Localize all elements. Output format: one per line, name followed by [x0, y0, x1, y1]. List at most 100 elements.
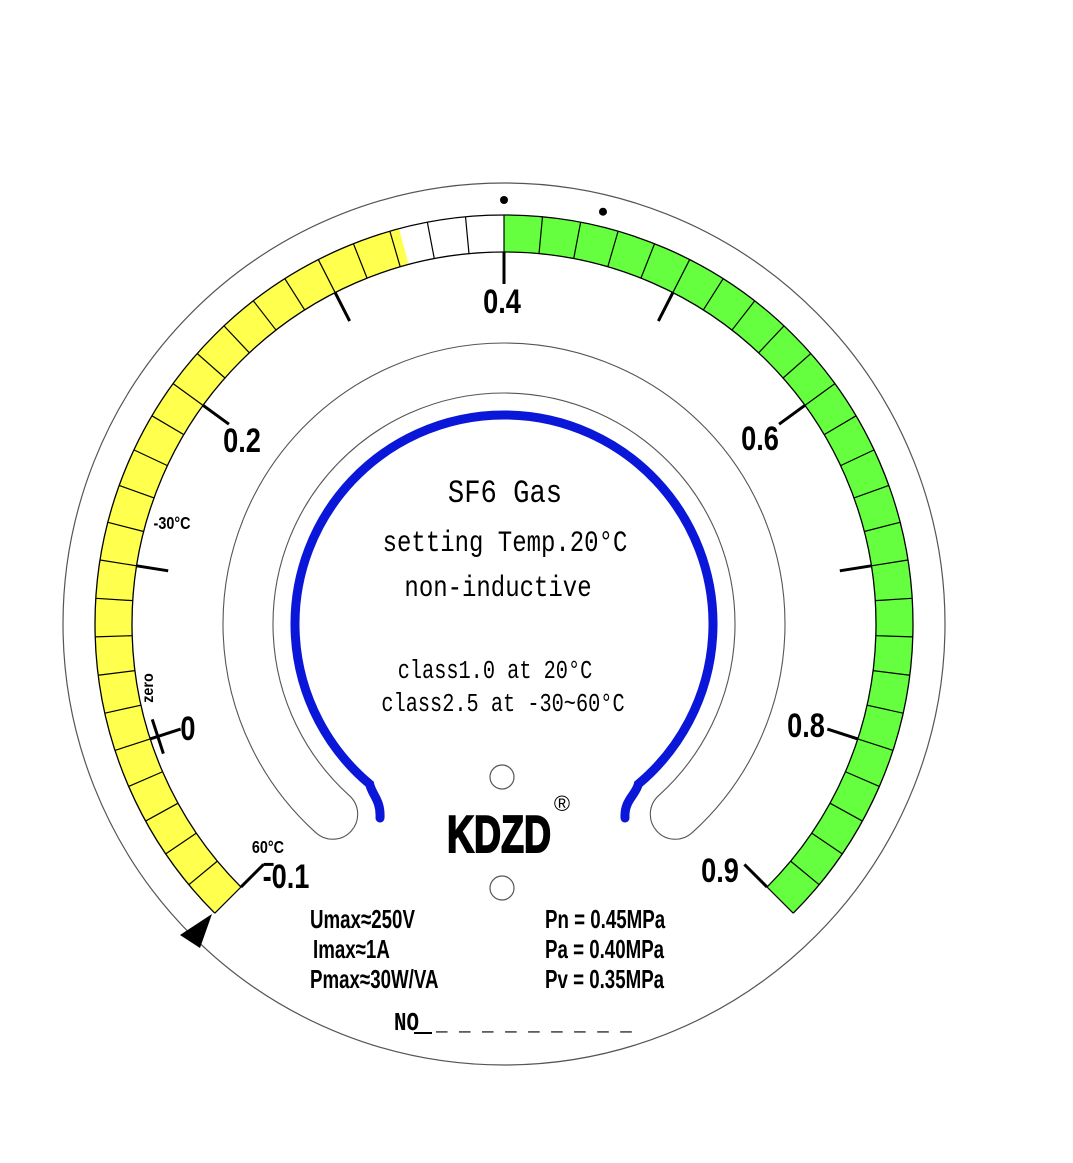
marker-dot	[598, 207, 607, 216]
major-tick	[333, 291, 351, 322]
rating-umax: Umax≈250V	[310, 904, 415, 934]
scale-cell-divider	[95, 635, 133, 638]
major-tick	[839, 564, 872, 573]
brand-logo: KDZD	[447, 805, 551, 864]
scale-cell-divider	[840, 449, 875, 467]
scale-ticks	[136, 252, 872, 889]
scale-cell-divider	[188, 860, 218, 886]
setting-temp: setting Temp.20°C	[383, 527, 628, 561]
scale-cell-divider	[464, 216, 470, 254]
scale-cell-divider	[223, 325, 250, 354]
scale-cell-divider	[284, 278, 306, 311]
horseshoe-slot-outline	[222, 342, 786, 840]
scale-band-1	[399, 215, 504, 265]
mounting-hole-bottom	[489, 875, 515, 901]
scale-cell-divider	[538, 216, 544, 254]
scale-cell-divider	[857, 738, 894, 751]
scale-band-0	[95, 228, 409, 914]
scale-label-0.6: 0.6	[741, 419, 779, 458]
scale-cell-divider	[790, 860, 820, 886]
scale-cell-divider	[252, 300, 277, 331]
scale-cell-divider	[640, 243, 656, 279]
scale-cell-divider	[758, 325, 785, 354]
major-tick	[239, 863, 265, 889]
scale-cell-divider	[128, 771, 163, 787]
scale-cell-divider	[573, 222, 582, 259]
scale-cell-divider	[875, 597, 913, 602]
scale-cell-divider	[104, 704, 142, 714]
scale-cell-divider	[151, 415, 185, 436]
scale-label-0: 0	[180, 709, 195, 748]
scale-label-0.9: 0.9	[701, 851, 739, 890]
scale-bands	[95, 215, 914, 914]
scale-cell-divider	[607, 231, 619, 267]
scale-cell-divider	[782, 353, 812, 379]
scale-cell-divider	[214, 886, 242, 914]
scale-label-0.4: 0.4	[483, 282, 521, 321]
scale-cell-divider	[866, 704, 904, 714]
title-sf6-gas: SF6 Gas	[448, 475, 562, 512]
accuracy-class-2: class2.5 at -30~60°C	[381, 690, 624, 719]
marker-dot	[500, 196, 508, 204]
rating-pv: Pv = 0.35MPa	[545, 964, 664, 994]
scale-cell-divider	[95, 597, 133, 602]
scale-cell-divider	[872, 670, 910, 676]
scale-cell-divider	[196, 353, 226, 379]
temp-mark-minus30: -30°C	[154, 514, 191, 534]
scale-cell-divider	[389, 231, 401, 267]
scale-label-0.2: 0.2	[223, 421, 261, 460]
rating-pmax: Pmax≈30W/VA	[310, 964, 438, 994]
scale-cell-divider	[317, 259, 336, 293]
major-tick	[136, 564, 169, 573]
marker-dots	[500, 196, 607, 216]
outer-rim	[62, 182, 946, 1066]
scale-band-2	[504, 215, 914, 914]
scale-cell-divider	[133, 449, 168, 467]
scale-cell-divider	[114, 738, 151, 751]
non-inductive: non-inductive	[404, 572, 591, 606]
scale-cell-divider	[864, 521, 901, 533]
scale-cell-divider	[853, 484, 890, 499]
scale-cell-divider	[145, 802, 179, 822]
scale-cell-divider	[165, 832, 197, 855]
pointer-triangle-icon	[180, 914, 212, 948]
scale-cell-divider	[811, 832, 843, 855]
scale-cell-divider	[172, 383, 204, 406]
major-tick	[657, 291, 675, 322]
scale-cell-divider	[107, 521, 144, 533]
registered-mark-icon: ®	[554, 791, 570, 816]
major-tick	[778, 404, 806, 426]
scale-cell-divider	[672, 259, 691, 293]
mounting-hole-top	[489, 764, 515, 790]
scale-cell-divider	[829, 802, 863, 822]
scale-cell-divider	[426, 222, 435, 259]
zero-mark	[150, 718, 165, 755]
scale-cell-divider	[845, 771, 880, 787]
scale-cell-divider	[731, 300, 756, 331]
scale-cell-divider	[871, 559, 909, 567]
blue-arc	[290, 410, 718, 823]
scale-cell-divider	[766, 886, 794, 914]
scale-label-0.8: 0.8	[787, 706, 825, 745]
rating-imax: Imax≈1A	[313, 934, 390, 964]
scale-cell-divider	[875, 635, 913, 638]
rating-pa: Pa = 0.40MPa	[545, 934, 664, 964]
scale-cell-divider	[702, 278, 724, 311]
rating-pn: Pn = 0.45MPa	[545, 904, 665, 934]
major-tick	[826, 727, 859, 741]
scale-cell-divider	[99, 559, 137, 567]
major-tick	[202, 404, 230, 426]
scale-cell-divider	[823, 415, 857, 436]
temp-mark-60: 60°C	[252, 838, 284, 858]
serial-number-blank: _ _ _ _ _ _ _ _ _	[435, 1010, 632, 1038]
serial-label: NO	[394, 1009, 419, 1039]
scale-cell-divider	[352, 243, 368, 279]
temp-mark-zero: zero	[139, 673, 157, 703]
scale-label-minus-0.1: -0.1	[263, 857, 310, 896]
accuracy-class-1: class1.0 at 20°C	[398, 657, 593, 686]
major-tick	[743, 863, 769, 889]
scale-cell-divider	[804, 383, 836, 406]
major-tick	[149, 727, 182, 741]
scale-cell-divider	[118, 484, 155, 499]
